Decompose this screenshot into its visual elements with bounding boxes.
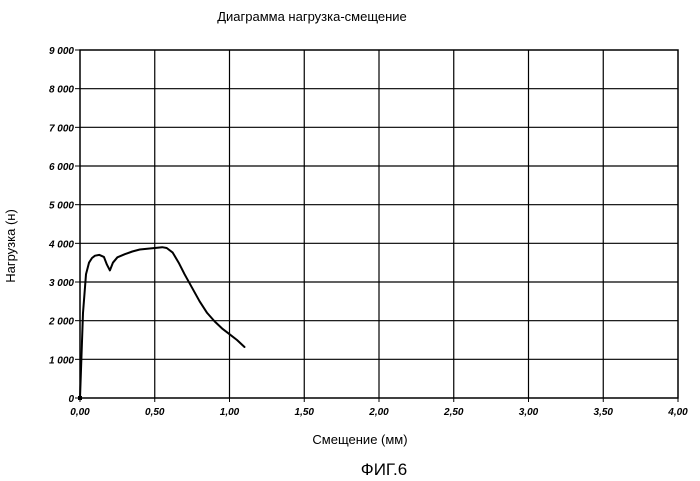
grid bbox=[80, 50, 678, 398]
x-tick-label: 1,50 bbox=[295, 407, 315, 418]
x-tick-label: 0,00 bbox=[70, 407, 90, 418]
y-tick-label: 0 bbox=[68, 394, 74, 405]
x-axis-label: Смещение (мм) bbox=[312, 432, 407, 447]
x-tick-label: 0,50 bbox=[145, 407, 165, 418]
figure-label: ФИГ.6 bbox=[361, 460, 407, 479]
y-tick-label: 6 000 bbox=[49, 162, 74, 173]
series-line bbox=[79, 246, 246, 399]
y-axis-ticks: 0 1 000 2 000 3 000 4 000 5 000 6 000 7 000 8 00… bbox=[48, 46, 80, 405]
origin-marker bbox=[78, 396, 82, 400]
y-tick-label: 7 000 bbox=[49, 123, 74, 134]
x-tick-label: 2,00 bbox=[368, 407, 389, 418]
x-tick-label: 2,50 bbox=[443, 407, 464, 418]
y-tick-label: 2 000 bbox=[48, 317, 74, 328]
y-axis-label: Нагрузка (н) bbox=[3, 209, 18, 283]
x-tick-label: 4,00 bbox=[667, 407, 688, 418]
x-tick-label: 3,50 bbox=[594, 407, 614, 418]
y-tick-label: 9 000 bbox=[49, 46, 74, 57]
y-tick-label: 4 000 bbox=[48, 239, 74, 250]
y-tick-label: 3 000 bbox=[49, 278, 74, 289]
x-tick-label: 3,00 bbox=[519, 407, 539, 418]
x-axis-ticks: 0,00 0,50 1,00 1,50 2,00 2,50 3,00 3,50 4,00 bbox=[70, 398, 688, 418]
chart-title: Диаграмма нагрузка-смещение bbox=[217, 9, 407, 24]
y-tick-label: 5 000 bbox=[49, 201, 74, 212]
y-tick-label: 1 000 bbox=[49, 355, 74, 366]
x-tick-label: 1,00 bbox=[220, 407, 240, 418]
y-tick-label: 8 000 bbox=[49, 85, 74, 96]
